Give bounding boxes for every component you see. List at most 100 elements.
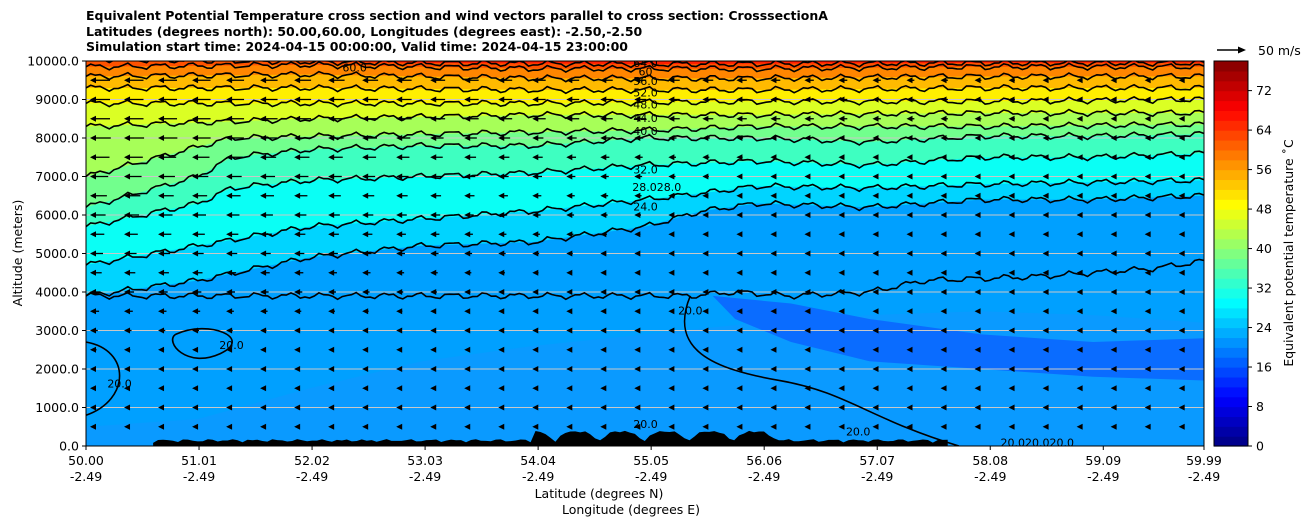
wind-vector bbox=[634, 404, 641, 411]
wind-vector bbox=[906, 115, 915, 122]
wind-vector bbox=[532, 308, 539, 315]
wind-vector bbox=[736, 346, 743, 353]
wind-vector bbox=[124, 404, 131, 411]
wind-vectors bbox=[90, 77, 1185, 430]
wind-vector bbox=[124, 289, 135, 295]
contour-label: 28.028.0 bbox=[632, 181, 681, 194]
wind-vector bbox=[702, 231, 709, 238]
wind-vector bbox=[838, 346, 845, 353]
colorbar-step bbox=[1214, 100, 1248, 111]
wind-vector bbox=[498, 289, 505, 295]
wind-vector bbox=[532, 289, 539, 295]
wind-vector bbox=[770, 173, 777, 180]
wind-vector bbox=[328, 385, 335, 392]
contour-48 bbox=[86, 96, 1204, 108]
wind-vector bbox=[566, 250, 573, 257]
wind-vector bbox=[668, 96, 680, 103]
y-axis-label: Altitude (meters) bbox=[10, 200, 25, 307]
wind-vector bbox=[634, 135, 644, 141]
wind-vector bbox=[1110, 289, 1117, 295]
wind-vector bbox=[362, 135, 378, 141]
wind-vector bbox=[600, 366, 607, 372]
wind-vector bbox=[600, 154, 610, 161]
colorbar-step bbox=[1214, 376, 1248, 388]
wind-vector bbox=[702, 289, 709, 295]
wind-vector bbox=[362, 346, 369, 353]
wind-vector bbox=[1008, 250, 1015, 257]
wind-vector bbox=[940, 96, 948, 103]
wind-vector bbox=[328, 327, 335, 334]
wind-vector bbox=[1008, 346, 1015, 353]
y-tick-label: 6000.0 bbox=[35, 208, 79, 223]
wind-vector bbox=[736, 404, 743, 411]
wind-vector bbox=[158, 327, 166, 334]
x-tick-label-lat: 59.09 bbox=[1085, 453, 1121, 468]
x-tick-label-lat: 58.08 bbox=[972, 453, 1008, 468]
wind-vector bbox=[906, 366, 913, 372]
colorbar-step bbox=[1214, 139, 1248, 151]
wind-vector bbox=[1008, 423, 1015, 430]
wind-vector bbox=[804, 366, 811, 372]
colorbar-tick-label: 16 bbox=[1256, 360, 1272, 375]
wind-vector bbox=[464, 231, 473, 238]
wind-vector bbox=[600, 250, 607, 257]
wind-vector bbox=[430, 135, 444, 141]
wind-vector bbox=[328, 269, 337, 276]
contour-label: 20.020.020.0 bbox=[1001, 437, 1074, 450]
wind-vector bbox=[1008, 96, 1015, 103]
colorbar-step bbox=[1214, 406, 1248, 417]
x-tick-label-lat: 54.04 bbox=[520, 453, 556, 468]
wind-vector bbox=[906, 154, 913, 161]
wind-vector bbox=[702, 385, 709, 392]
wind-vector bbox=[90, 385, 96, 392]
wind-vector bbox=[532, 154, 543, 161]
wind-vector bbox=[1178, 96, 1185, 103]
wind-vector bbox=[974, 192, 981, 199]
x-tick-label-lon: -2.49 bbox=[70, 469, 102, 484]
wind-vector bbox=[872, 404, 879, 411]
wind-vector bbox=[158, 231, 172, 238]
wind-vector bbox=[362, 366, 369, 372]
contour-label: 20.0 bbox=[219, 339, 244, 352]
wind-vector bbox=[90, 346, 97, 353]
wind-vector bbox=[736, 289, 743, 295]
wind-vector bbox=[158, 192, 174, 199]
wind-vector bbox=[566, 96, 580, 103]
wind-vector bbox=[668, 173, 676, 180]
wind-vector bbox=[294, 173, 309, 180]
colorbar-step bbox=[1214, 357, 1248, 368]
wind-vector bbox=[464, 96, 479, 103]
colorbar-step bbox=[1214, 426, 1248, 437]
wind-vector bbox=[838, 192, 845, 199]
wind-vector bbox=[1144, 423, 1151, 430]
wind-vector bbox=[90, 366, 96, 372]
wind-vector bbox=[260, 346, 267, 353]
wind-vector bbox=[702, 154, 710, 161]
wind-vector bbox=[532, 77, 546, 84]
wind-vector bbox=[872, 154, 879, 161]
wind-vector bbox=[770, 423, 777, 430]
wind-vector bbox=[1178, 154, 1185, 161]
wind-vector bbox=[90, 308, 100, 315]
wind-vector bbox=[1144, 366, 1151, 372]
wind-vector bbox=[838, 423, 845, 430]
wind-vector bbox=[124, 327, 132, 334]
wind-vector bbox=[124, 385, 131, 392]
wind-vector bbox=[90, 192, 107, 199]
wind-vector bbox=[192, 77, 211, 84]
wind-vector bbox=[906, 327, 913, 334]
wind-vector bbox=[192, 154, 210, 161]
colorbar-step bbox=[1214, 110, 1248, 121]
wind-vector bbox=[430, 366, 437, 372]
wind-vector bbox=[1042, 212, 1049, 218]
contour-44 bbox=[86, 108, 1204, 130]
wind-vector bbox=[1076, 115, 1083, 122]
wind-vector bbox=[498, 154, 510, 161]
wind-vector bbox=[804, 77, 814, 84]
wind-vector bbox=[430, 250, 439, 257]
wind-vector bbox=[192, 423, 199, 430]
wind-vector bbox=[974, 366, 981, 372]
wind-vector bbox=[566, 269, 573, 276]
wind-vector bbox=[770, 250, 777, 257]
